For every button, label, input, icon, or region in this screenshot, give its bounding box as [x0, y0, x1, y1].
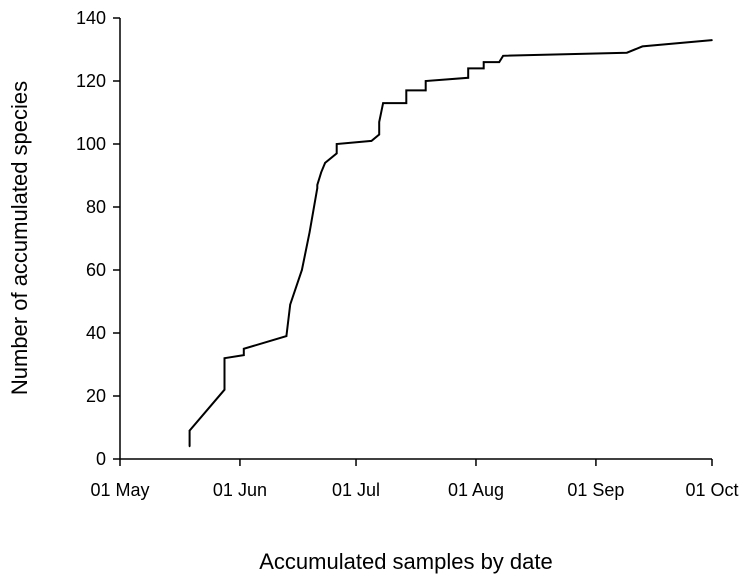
data-point	[188, 429, 191, 432]
data-point	[324, 162, 326, 164]
data-point	[370, 140, 373, 142]
data-point	[378, 121, 381, 123]
data-point	[405, 89, 408, 92]
data-point	[498, 61, 501, 63]
data-point	[467, 77, 470, 79]
data-point	[289, 303, 292, 306]
data-point	[424, 80, 427, 82]
data-point	[243, 354, 245, 356]
data-point	[316, 184, 319, 186]
x-tick-label: 01 Oct	[685, 480, 738, 500]
y-tick-label: 20	[86, 386, 106, 406]
data-point	[301, 269, 303, 271]
data-point	[482, 61, 485, 63]
x-tick-label: 01 Aug	[448, 480, 504, 500]
data-point	[316, 187, 319, 189]
series-layer	[188, 39, 713, 448]
data-point	[243, 348, 245, 350]
data-point	[386, 102, 388, 104]
y-tick-label: 120	[76, 71, 106, 91]
y-tick-label: 80	[86, 197, 106, 217]
data-point	[405, 102, 408, 104]
data-point	[641, 45, 644, 48]
data-point	[378, 133, 381, 136]
data-point	[188, 445, 191, 448]
data-point	[285, 335, 288, 337]
data-point	[223, 388, 226, 391]
data-point	[711, 39, 713, 41]
x-tick-label: 01 Jul	[332, 480, 380, 500]
x-axis-title: Accumulated samples by date	[259, 549, 553, 574]
y-tick-label: 0	[96, 449, 106, 469]
y-tick-label: 60	[86, 260, 106, 280]
y-axis-title: Number of accumulated species	[7, 81, 32, 395]
data-point	[502, 55, 504, 57]
data-point	[335, 143, 338, 145]
data-point	[335, 152, 338, 155]
y-tick-label: 140	[76, 8, 106, 28]
data-point	[467, 67, 470, 70]
y-tick-label: 40	[86, 323, 106, 343]
accumulation-series-line	[188, 39, 713, 447]
x-tick-label: 01 May	[90, 480, 149, 500]
x-tick-label: 01 Jun	[213, 480, 267, 500]
x-ticks: 01 May 01 Jun 01 Jul 01 Aug 01 Sep 01 Oct	[90, 459, 739, 500]
data-point	[626, 51, 628, 54]
data-point	[308, 231, 311, 233]
axes-layer	[119, 18, 712, 460]
data-point	[424, 89, 427, 92]
y-tick-label: 100	[76, 134, 106, 154]
data-point	[382, 102, 384, 104]
x-tick-label: 01 Sep	[567, 480, 624, 500]
data-point	[482, 67, 485, 70]
y-ticks: 0 20 40 60 80 100 120 140	[76, 8, 120, 469]
data-point	[320, 171, 323, 174]
data-point	[223, 357, 226, 360]
